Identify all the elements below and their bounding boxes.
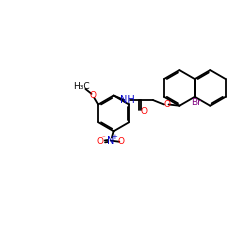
Text: NH: NH (120, 95, 134, 105)
Text: O: O (163, 100, 170, 109)
Text: O: O (97, 137, 104, 146)
Text: +: + (111, 134, 117, 140)
Text: N: N (107, 136, 114, 145)
Text: ⁻: ⁻ (101, 135, 105, 141)
Text: O: O (118, 137, 124, 146)
Text: O: O (140, 107, 147, 116)
Text: Br: Br (191, 98, 201, 107)
Text: H₃C: H₃C (73, 82, 90, 91)
Text: O: O (89, 91, 96, 100)
